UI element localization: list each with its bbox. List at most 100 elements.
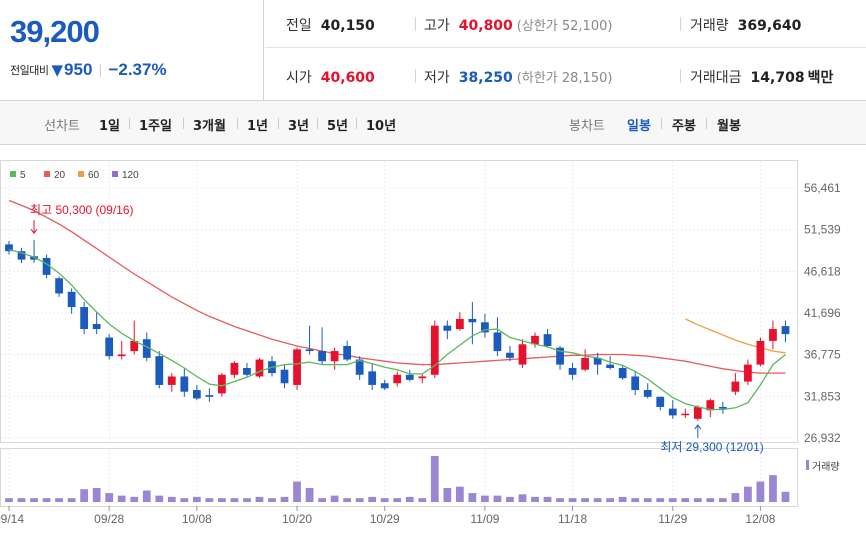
y-tick-label: 56,461 xyxy=(804,181,841,195)
volume-bar xyxy=(130,496,139,502)
divider xyxy=(706,118,707,129)
low-annotation-label: 최저 29,300 (12/01) xyxy=(660,440,763,454)
period-10y-button[interactable]: 10년 xyxy=(366,119,397,134)
stat-label: 저가 xyxy=(424,70,450,86)
volume-bar xyxy=(80,489,89,502)
y-tick-label: 41,696 xyxy=(804,306,841,320)
candle-body xyxy=(493,332,502,352)
candle-body xyxy=(42,257,51,275)
candle-body xyxy=(656,396,665,407)
candle-body xyxy=(92,323,101,330)
stat-value: 40,150 xyxy=(320,18,375,34)
volume-bar xyxy=(606,498,615,502)
stat-prev-close: 전일 40,150 xyxy=(286,15,375,35)
legend-label: 120 xyxy=(122,170,139,181)
period-5y-button[interactable]: 5년 xyxy=(327,119,349,134)
candle-body xyxy=(5,244,13,252)
volume-bar xyxy=(105,493,114,502)
volume-bar xyxy=(581,498,589,502)
candle-body xyxy=(293,349,301,385)
period-1w-button[interactable]: 1주일 xyxy=(139,119,172,134)
volume-bar xyxy=(681,498,690,502)
volume-legend-label: 거래량 xyxy=(812,461,840,473)
stat-amount: 거래대금 14,708 백만 xyxy=(690,67,833,87)
volume-bar xyxy=(781,491,790,502)
stat-label: 거래량 xyxy=(690,18,729,34)
candle-body xyxy=(17,251,26,260)
legend-label: 20 xyxy=(54,170,66,181)
volume-bar xyxy=(405,496,414,502)
volume-bar xyxy=(368,496,377,502)
legend-swatch xyxy=(78,171,84,177)
x-tick-label: 12/08 xyxy=(745,512,775,526)
down-triangle-icon: ▼ xyxy=(51,61,64,79)
period-3y-button[interactable]: 3년 xyxy=(288,119,310,134)
volume-bar xyxy=(656,498,665,502)
x-tick-label: 10/20 xyxy=(282,512,312,526)
volume-bar xyxy=(180,498,189,502)
candle-body xyxy=(318,351,326,362)
divider xyxy=(661,118,662,129)
x-tick-label: 11/29 xyxy=(658,512,687,526)
candle-body xyxy=(155,356,164,385)
candle-body xyxy=(105,337,114,357)
stat-open: 시가 40,600 xyxy=(286,67,375,87)
volume-bar xyxy=(643,498,652,502)
candle-body xyxy=(568,368,577,375)
candle-body xyxy=(531,335,539,345)
volume-bar xyxy=(268,498,276,502)
stat-label: 시가 xyxy=(286,70,312,86)
candle-body xyxy=(393,374,402,384)
period-1y-button[interactable]: 1년 xyxy=(247,119,269,134)
volume-bar xyxy=(706,498,715,502)
volume-bar xyxy=(355,498,364,502)
stat-high: 고가 40,800 (상한가 52,100) xyxy=(424,15,612,35)
down-arrow-icon xyxy=(30,228,38,234)
volume-bar xyxy=(618,496,627,502)
candle-body xyxy=(418,376,427,379)
candle-chart-label: 봉차트 xyxy=(569,119,605,134)
candle-body xyxy=(481,322,489,333)
y-tick-label: 26,932 xyxy=(804,431,841,445)
candle-body xyxy=(167,376,176,385)
stat-low: 저가 38,250 (하한가 28,150) xyxy=(424,67,612,87)
candle-monthly-button[interactable]: 월봉 xyxy=(717,119,741,134)
legend-swatch xyxy=(112,171,118,177)
stat-value: 38,250 xyxy=(458,70,513,86)
volume-bar xyxy=(92,487,101,502)
volume-bar xyxy=(506,496,514,502)
volume-bar xyxy=(418,498,427,502)
stat-value: 40,800 xyxy=(458,18,513,34)
candle-body xyxy=(631,376,640,391)
candle-body xyxy=(455,318,464,330)
stat-value: 40,600 xyxy=(320,70,375,86)
volume-bar xyxy=(468,493,477,502)
candle-body xyxy=(380,383,389,389)
candle-body xyxy=(643,390,652,397)
stat-value: 14,708 xyxy=(750,70,805,86)
lower-limit-text: (하한가 28,150) xyxy=(516,71,613,86)
ma60-line xyxy=(685,318,786,354)
ma20-line xyxy=(8,199,786,374)
divider xyxy=(680,17,681,31)
period-3m-button[interactable]: 3개월 xyxy=(193,119,226,134)
candle-body xyxy=(280,369,289,384)
volume-bar xyxy=(67,498,76,502)
candle-body xyxy=(368,371,377,385)
candle-daily-button[interactable]: 일봉 xyxy=(627,119,651,134)
divider: | xyxy=(98,63,103,77)
volume-bar xyxy=(568,498,577,502)
candle-body xyxy=(581,357,589,370)
period-1d-button[interactable]: 1일 xyxy=(99,119,121,134)
volume-bar xyxy=(330,495,339,502)
candle-body xyxy=(681,413,690,416)
stat-value: 369,640 xyxy=(737,18,802,34)
candle-body xyxy=(706,400,715,411)
volume-bar xyxy=(556,498,564,502)
candle-body xyxy=(305,349,314,352)
volume-bar xyxy=(731,493,740,502)
candle-weekly-button[interactable]: 주봉 xyxy=(672,119,696,134)
candle-body xyxy=(192,390,201,399)
divider xyxy=(317,118,318,129)
candle-body xyxy=(117,354,126,357)
